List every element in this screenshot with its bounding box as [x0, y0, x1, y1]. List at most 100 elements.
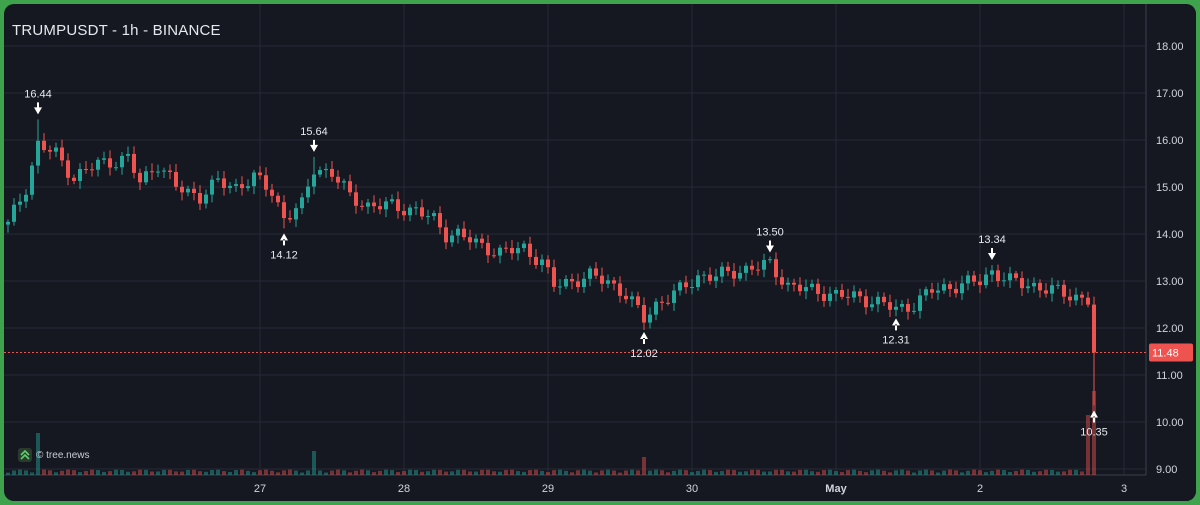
volume-bar	[918, 470, 922, 475]
volume-bar	[738, 471, 742, 475]
candle-body	[342, 181, 346, 183]
volume-bar	[1002, 470, 1006, 475]
volume-bar	[174, 471, 178, 475]
candle-body	[312, 174, 316, 187]
volume-bar	[816, 471, 820, 475]
volume-bar	[270, 470, 274, 475]
volume-bar	[750, 469, 754, 475]
y-tick-label: 15.00	[1156, 182, 1184, 194]
volume-bar	[510, 469, 514, 475]
candle-body	[924, 289, 928, 296]
volume-bar	[942, 470, 946, 475]
candle-body	[498, 247, 502, 256]
candlestick-chart[interactable]: 9.00 10.00 11.00 12.00 13.00 14.00 15.00 16.00 1…	[4, 4, 1196, 501]
volume-bar	[726, 469, 730, 475]
candle-body	[468, 237, 472, 243]
candle-body	[150, 171, 154, 173]
volume-bar	[450, 471, 454, 475]
volume-bar	[834, 471, 838, 475]
volume-bar	[432, 469, 436, 475]
volume-bar	[1074, 469, 1078, 475]
up-arrow-icon	[280, 233, 288, 246]
candle-body	[780, 277, 784, 285]
candle-body	[168, 170, 172, 172]
volume-bar	[990, 470, 994, 475]
candle-body	[1008, 273, 1012, 281]
candle-body	[474, 238, 478, 243]
volume-bar	[342, 470, 346, 475]
candle-body	[972, 275, 976, 282]
candle-body	[888, 302, 892, 310]
candle-body	[444, 227, 448, 243]
volume-bar	[252, 472, 256, 475]
candle-body	[690, 287, 694, 289]
candle-body	[540, 259, 544, 265]
candle-body	[522, 243, 526, 249]
candle-body	[792, 282, 796, 285]
y-tick-label: 12.00	[1156, 323, 1184, 335]
volume-bar	[648, 470, 652, 475]
candle-body	[126, 153, 130, 156]
volume-bar	[1026, 470, 1030, 475]
candle-body	[1092, 304, 1096, 353]
candle-body	[816, 283, 820, 294]
volume-bar	[12, 470, 16, 475]
high-annotation-label: 15.64	[300, 126, 328, 138]
volume-bar	[444, 471, 448, 475]
candle-body	[204, 194, 208, 204]
x-tick-label: 3	[1121, 483, 1127, 495]
candle-body	[390, 199, 394, 202]
candle-body	[246, 186, 250, 189]
volume-bar	[330, 470, 334, 475]
candle-body	[114, 167, 118, 169]
volume-bar	[1056, 471, 1060, 475]
volume-bar	[156, 471, 160, 475]
volume-bar	[318, 470, 322, 475]
volume-bar	[84, 470, 88, 475]
volume-bar	[978, 470, 982, 475]
candle-body	[54, 147, 58, 152]
candle-body	[414, 207, 418, 209]
candle-body	[930, 289, 934, 293]
candle-body	[726, 266, 730, 271]
candle-body	[1002, 280, 1006, 282]
volume-bar	[792, 471, 796, 475]
candle-body	[660, 301, 664, 303]
candle-body	[738, 272, 742, 279]
price-axis-panel	[1146, 4, 1196, 501]
volume-bar	[372, 472, 376, 475]
candle-body	[456, 228, 460, 236]
volume-bar	[696, 470, 700, 475]
volume-bar	[948, 469, 952, 475]
candle-body	[1086, 297, 1090, 305]
candle-body	[462, 228, 466, 238]
y-tick-label: 18.00	[1156, 41, 1184, 53]
candle-body	[966, 275, 970, 284]
volume-bar	[288, 469, 292, 475]
candle-body	[198, 193, 202, 204]
candle-body	[402, 210, 406, 216]
volume-bar	[1086, 415, 1090, 475]
volume-bar	[624, 470, 628, 475]
high-annotation-label: 13.50	[756, 227, 784, 239]
candle-body	[666, 302, 670, 304]
volume-bar	[984, 472, 988, 475]
volume-bar	[876, 469, 880, 475]
volume-bar	[1020, 469, 1024, 475]
volume-bar	[366, 470, 370, 475]
candle-body	[948, 284, 952, 289]
candle-body	[264, 175, 268, 190]
volume-bar	[384, 469, 388, 475]
candle-body	[546, 259, 550, 268]
high-annotation-label: 16.44	[24, 88, 52, 100]
candle-body	[408, 207, 412, 216]
volume-bar	[456, 469, 460, 475]
down-arrow-icon	[988, 248, 996, 261]
candle-body	[60, 147, 64, 161]
candle-body	[624, 295, 628, 300]
candle-body	[12, 204, 16, 222]
volume-bar	[360, 469, 364, 475]
volume-bar	[24, 470, 28, 475]
volume-bar	[48, 470, 52, 475]
candle-body	[918, 295, 922, 311]
